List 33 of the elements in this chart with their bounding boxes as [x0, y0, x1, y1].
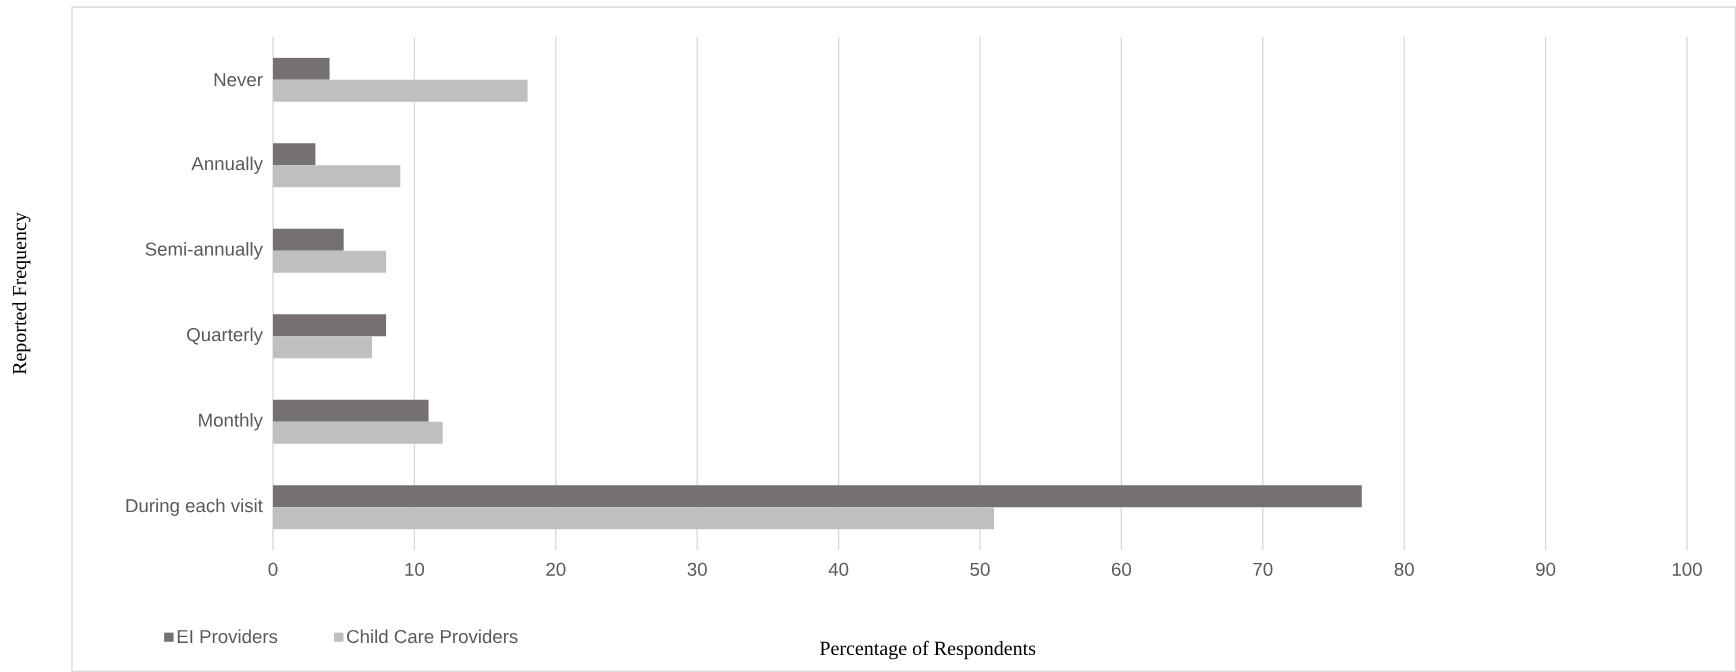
y-tick-label: Semi-annually: [145, 242, 263, 260]
bar: [273, 336, 372, 359]
legend-label: Child Care Providers: [347, 629, 518, 644]
legend-label: EI Providers: [177, 629, 278, 644]
bar: [273, 485, 1362, 508]
x-tick-label: 50: [970, 562, 990, 576]
y-tick-label: Quarterly: [187, 327, 263, 345]
bar: [273, 314, 387, 337]
x-tick-label: 20: [546, 562, 566, 576]
x-tick-label: 40: [828, 562, 849, 576]
x-axis-title: Percentage of Respondents: [819, 640, 1036, 660]
x-tick-label: 90: [1536, 562, 1556, 576]
bar: [273, 399, 429, 422]
x-tick-label: 70: [1253, 562, 1273, 576]
y-tick-label: During each visit: [126, 498, 263, 516]
bar: [273, 250, 387, 273]
x-tick-label: 30: [687, 562, 707, 576]
bar: [273, 165, 401, 188]
bar: [273, 79, 528, 102]
bar: [273, 507, 995, 530]
x-tick-label: 0: [268, 562, 278, 576]
y-tick-label: Annually: [191, 156, 263, 174]
bar: [273, 421, 443, 444]
x-tick-label: 100: [1672, 562, 1702, 576]
x-tick-label: 60: [1111, 562, 1132, 576]
bar: [273, 143, 316, 166]
y-tick-label: Never: [214, 73, 263, 87]
x-tick-label: 10: [405, 562, 425, 576]
x-tick-label: 80: [1394, 562, 1414, 576]
y-tick-label: Monthly: [199, 413, 263, 431]
y-axis-title: Reported Frequency: [12, 212, 31, 375]
bar: [273, 57, 330, 80]
bar: [273, 228, 344, 251]
